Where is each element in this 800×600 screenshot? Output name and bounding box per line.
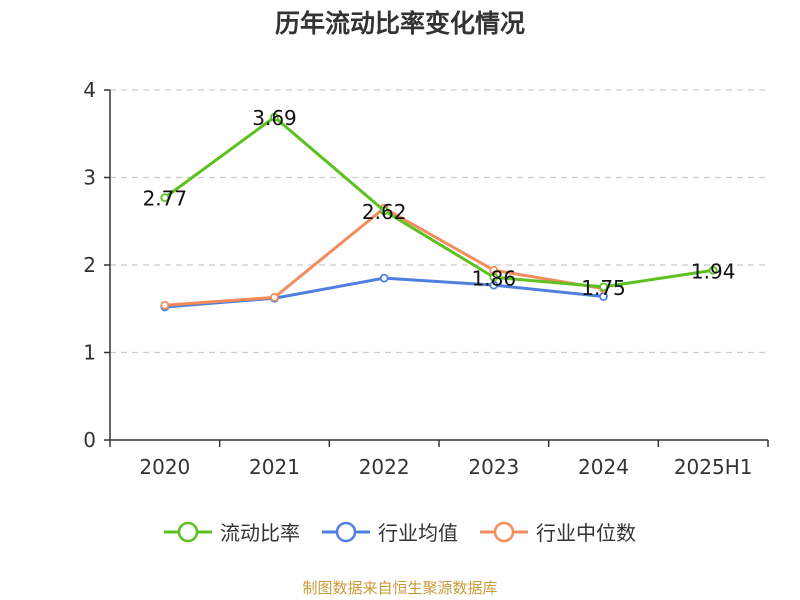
data-point (160, 193, 170, 203)
x-tick-label: 2022 (359, 455, 410, 479)
data-label: 1.94 (691, 259, 736, 283)
chart-title: 历年流动比率变化情况 (274, 9, 525, 38)
series-group (160, 112, 718, 312)
legend-marker-icon (480, 521, 528, 542)
data-point (160, 300, 170, 310)
y-tick-label: 4 (83, 78, 96, 102)
source-note: 制图数据来自恒生聚源数据库 (302, 579, 498, 597)
data-label: 3.69 (252, 106, 297, 130)
x-tick-label: 2025H1 (674, 455, 753, 479)
data-point (379, 206, 389, 216)
legend-marker-icon (164, 521, 212, 542)
grid-lines (110, 89, 768, 354)
x-tick-label: 2020 (139, 455, 190, 479)
data-point (489, 272, 499, 282)
legend-label: 行业中位数 (536, 521, 636, 545)
y-tick-label: 1 (83, 341, 96, 365)
y-tick-label: 0 (83, 428, 96, 452)
axes: 0 1 2 3 4 2020 2021 2022 2023 2024 2025H1 (83, 78, 769, 479)
data-point (270, 292, 279, 302)
legend-item-current-ratio[interactable]: 流动比率 (164, 517, 300, 546)
data-label: 1.86 (472, 266, 517, 290)
legend-marker-icon (322, 521, 370, 542)
data-point (379, 273, 389, 283)
series-line (163, 115, 714, 289)
legend-item-industry-mean[interactable]: 行业均值 (322, 517, 458, 546)
data-label: 2.62 (362, 200, 407, 224)
y-tick-label: 2 (83, 253, 96, 277)
data-label: 2.77 (143, 187, 188, 211)
data-point (708, 265, 718, 275)
x-tick-label: 2021 (249, 455, 300, 479)
x-tick-label: 2023 (468, 455, 519, 479)
y-tick-label: 3 (83, 166, 96, 190)
legend: 流动比率 行业均值 行业中位数 (0, 517, 800, 546)
data-point (270, 112, 279, 122)
data-label: 1.75 (581, 276, 626, 300)
legend-label: 流动比率 (220, 521, 300, 545)
legend-item-industry-median[interactable]: 行业中位数 (480, 517, 636, 546)
x-tick-label: 2024 (578, 455, 629, 479)
data-labels: 2.77 3.69 2.62 1.86 1.75 1.94 (143, 106, 736, 300)
legend-label: 行业均值 (378, 521, 458, 545)
data-point (599, 282, 608, 292)
